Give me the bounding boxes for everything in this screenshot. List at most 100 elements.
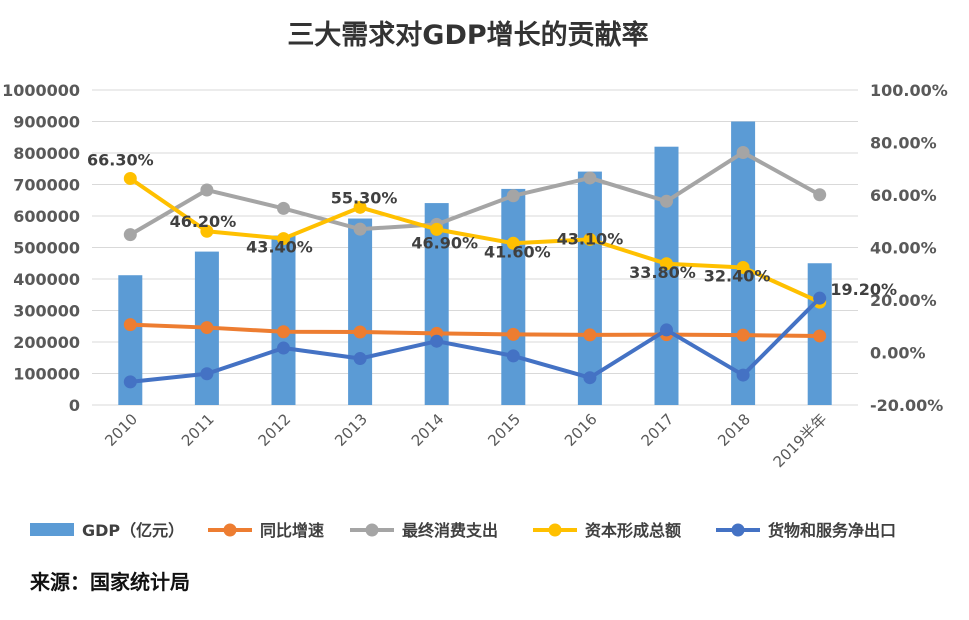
y-left-tick-label: 700000 xyxy=(13,176,80,195)
chart-svg: 三大需求对GDP增长的贡献率 66.30% 46.20% 43.40% 55.30% 4… xyxy=(2,19,948,540)
series-line xyxy=(130,322,820,338)
data-point xyxy=(583,232,597,246)
y-right-tick-label: -20.00% xyxy=(870,396,943,415)
data-label: 46.90% xyxy=(411,233,478,252)
legend-marker xyxy=(731,523,745,537)
data-point xyxy=(583,171,597,185)
data-label: 32.40% xyxy=(704,266,771,285)
x-tick-label: 2010 xyxy=(101,410,141,450)
data-labels: 66.30% 46.20% 43.40% 55.30% 46.90% 41.60% 43.1… xyxy=(87,150,897,299)
data-point xyxy=(736,260,750,274)
y-left-tick-label: 300000 xyxy=(13,302,80,321)
legend-marker xyxy=(548,523,562,537)
data-point xyxy=(813,291,827,305)
data-point xyxy=(660,257,673,271)
data-label: 43.10% xyxy=(557,229,624,248)
legend-item: 同比增速 xyxy=(208,521,324,540)
bar xyxy=(271,235,296,405)
data-point xyxy=(736,145,750,159)
data-point xyxy=(277,341,290,355)
bar xyxy=(577,171,602,405)
data-label: 66.30% xyxy=(87,150,154,169)
y-left-tick-label: 1000000 xyxy=(2,81,80,100)
x-tick-label: 2013 xyxy=(331,410,371,450)
legend-item: GDP（亿元） xyxy=(30,521,184,540)
data-point xyxy=(660,194,673,208)
data-point xyxy=(123,375,137,389)
data-point xyxy=(430,334,444,348)
bar xyxy=(501,188,526,405)
legend-item: 最终消费支出 xyxy=(350,521,498,540)
legend-label: 资本形成总额 xyxy=(585,521,681,540)
data-point xyxy=(583,328,597,342)
data-point xyxy=(583,371,597,385)
data-point xyxy=(353,222,367,236)
data-point xyxy=(200,183,214,197)
legend-swatch xyxy=(30,523,74,536)
data-point xyxy=(123,318,137,332)
legend-marker xyxy=(365,523,379,537)
data-point xyxy=(277,232,290,246)
bars xyxy=(118,121,832,405)
series-line xyxy=(130,296,822,384)
y-right-tick-label: 60.00% xyxy=(870,186,937,205)
x-tick-label: 2014 xyxy=(408,410,448,450)
y-left-tick-label: 0 xyxy=(69,396,80,415)
series-line xyxy=(129,150,821,237)
data-label: 55.30% xyxy=(331,188,398,207)
data-point xyxy=(277,201,290,215)
data-label: 19.20% xyxy=(830,280,897,299)
legend-label: GDP（亿元） xyxy=(82,521,184,540)
series-lines xyxy=(123,145,827,389)
y-left-tick-label: 900000 xyxy=(13,113,80,132)
source-note: 来源：国家统计局 xyxy=(30,570,190,594)
data-point xyxy=(123,228,137,242)
data-point xyxy=(123,171,137,185)
legend: GDP（亿元） 同比增速 最终消费支出 资本形成总额 货物和服务净出口 xyxy=(30,521,896,540)
data-point xyxy=(353,352,367,366)
y-left-tick-label: 100000 xyxy=(13,365,80,384)
legend-item: 货物和服务净出口 xyxy=(716,521,896,540)
data-point xyxy=(506,189,520,203)
y-right-tick-label: 80.00% xyxy=(870,134,937,153)
data-point xyxy=(430,222,444,236)
data-label: 43.40% xyxy=(246,238,313,257)
data-point xyxy=(506,327,520,341)
y-left-tick-label: 200000 xyxy=(13,333,80,352)
bar xyxy=(654,146,679,405)
bar xyxy=(348,218,373,405)
bar xyxy=(424,203,449,405)
data-point xyxy=(506,236,520,250)
legend-label: 货物和服务净出口 xyxy=(768,521,896,540)
data-point xyxy=(353,200,367,214)
data-point xyxy=(200,321,214,335)
y-right-tick-label: 20.00% xyxy=(870,291,937,310)
data-point xyxy=(813,329,827,343)
data-point xyxy=(353,325,367,339)
x-tick-label: 2012 xyxy=(255,410,295,450)
data-label: 33.80% xyxy=(629,263,696,282)
data-point xyxy=(736,328,750,342)
data-point xyxy=(200,224,214,238)
y-left-tick-label: 800000 xyxy=(13,144,80,163)
chart-title: 三大需求对GDP增长的贡献率 xyxy=(287,19,648,51)
axes: 1000000900000800000700000600000500000400… xyxy=(2,81,948,471)
grid-lines xyxy=(92,89,858,406)
data-point xyxy=(736,368,750,382)
data-point xyxy=(813,188,827,202)
x-tick-label: 2015 xyxy=(484,410,524,450)
series-line xyxy=(129,176,821,304)
data-point xyxy=(277,325,290,339)
y-right-tick-label: 100.00% xyxy=(870,81,948,100)
legend-label: 同比增速 xyxy=(260,521,324,540)
y-left-tick-label: 400000 xyxy=(13,270,80,289)
x-tick-label: 2017 xyxy=(638,410,678,450)
y-left-tick-label: 500000 xyxy=(13,239,80,258)
y-right-tick-label: 0.00% xyxy=(870,344,926,363)
y-left-tick-label: 600000 xyxy=(13,207,80,226)
data-label: 46.20% xyxy=(170,212,237,231)
x-tick-label: 2019半年 xyxy=(770,410,831,471)
x-tick-label: 2011 xyxy=(178,410,218,450)
data-point xyxy=(660,323,673,337)
